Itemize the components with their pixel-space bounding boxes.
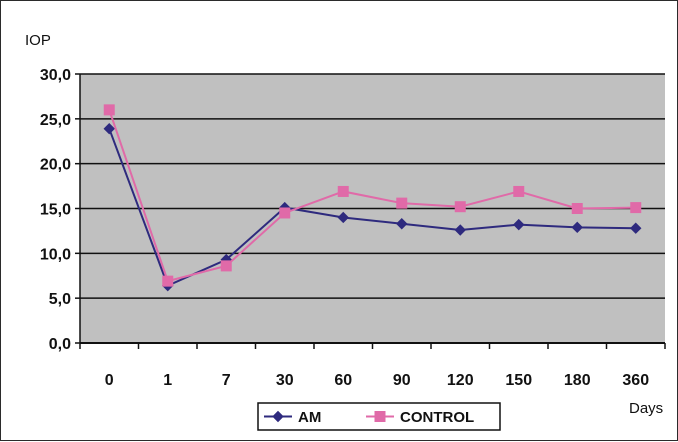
y-tick-label: 20,0: [40, 157, 71, 174]
x-axis-title: Days: [629, 400, 663, 417]
y-axis-title: IOP: [25, 32, 51, 49]
legend-swatch-marker: [272, 410, 284, 423]
x-tick-label: 120: [447, 372, 474, 389]
data-point-am: [454, 224, 466, 236]
x-tick-label: 60: [334, 372, 352, 389]
x-tick-label: 0: [105, 372, 114, 389]
legend: AM CONTROL: [257, 402, 501, 431]
x-tick-label: 7: [222, 372, 231, 389]
y-axis-ticks: 0,0 5,0 10,0 15,0 20,0 25,0 30,0: [40, 67, 80, 353]
x-tick-label: 150: [505, 372, 532, 389]
y-tick-label: 5,0: [49, 291, 71, 308]
legend-item-am: AM: [264, 409, 321, 426]
data-point-control: [220, 260, 232, 272]
data-point-control: [630, 202, 642, 214]
data-point-control: [454, 201, 466, 213]
x-tick-label: 30: [276, 372, 294, 389]
data-point-am: [513, 218, 525, 231]
series-control: [103, 104, 642, 287]
data-point-am: [396, 218, 408, 230]
x-axis-ticks: 0 1 7 30 60 90 120 150 180 360: [79, 343, 666, 389]
legend-label: AM: [298, 409, 321, 426]
legend-swatch-marker: [374, 411, 386, 422]
data-point-am: [571, 221, 583, 234]
data-point-control: [162, 275, 174, 287]
series-layer: [103, 104, 642, 292]
data-point-control: [513, 185, 525, 197]
legend-item-control: CONTROL: [366, 409, 474, 426]
series-line-control: [108, 109, 636, 283]
y-tick-label: 0,0: [49, 336, 71, 353]
y-tick-label: 10,0: [40, 246, 71, 263]
data-point-control: [396, 197, 408, 209]
y-tick-label: 30,0: [40, 67, 71, 84]
data-point-am: [337, 211, 349, 224]
legend-label: CONTROL: [400, 409, 474, 426]
x-tick-label: 1: [163, 372, 172, 389]
data-point-control: [279, 207, 291, 219]
data-point-am: [103, 122, 115, 135]
x-tick-label: 360: [622, 372, 649, 389]
data-point-control: [571, 203, 583, 214]
data-point-control: [103, 104, 115, 116]
y-tick-label: 15,0: [40, 202, 71, 219]
y-tick-label: 25,0: [40, 112, 71, 129]
data-point-control: [337, 185, 349, 197]
x-tick-label: 180: [564, 372, 591, 389]
x-tick-label: 90: [393, 372, 411, 389]
data-point-am: [630, 222, 642, 234]
